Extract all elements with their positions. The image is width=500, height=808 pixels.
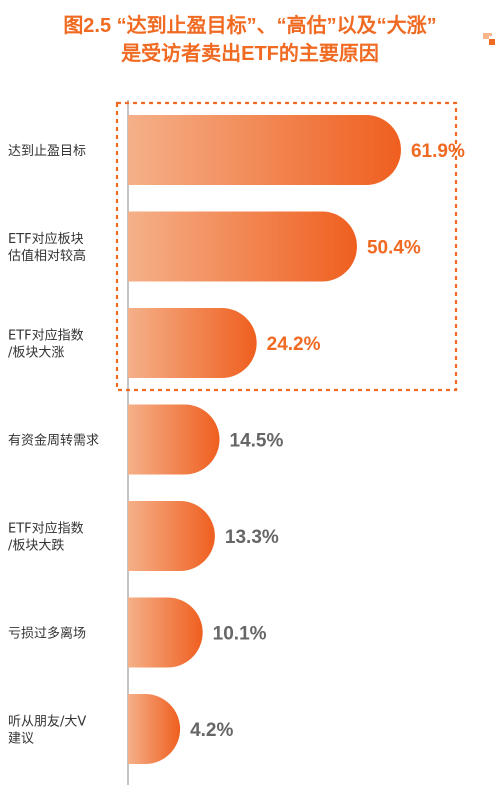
chart-title-line-2: 是受访者卖出ETF的主要原因 — [121, 43, 379, 65]
bar-4 — [128, 404, 220, 475]
category-label-1: 达到止盈目标 — [8, 144, 86, 159]
category-label-3-line-1: ETF对应指数 — [8, 328, 84, 344]
category-label-7: 听从朋友/大V 建议 — [8, 714, 86, 747]
category-label-1-line-1: 达到止盈目标 — [8, 144, 86, 159]
corner-decoration-icon — [483, 33, 495, 45]
bar-2 — [128, 211, 357, 282]
bar-1 — [128, 115, 401, 185]
category-label-5-line-2: /板块大跌 — [8, 538, 64, 554]
category-label-2-line-2: 估值相对较高 — [8, 248, 86, 264]
category-label-5-line-1: ETF对应指数 — [8, 521, 84, 537]
value-label-3: 24.2% — [267, 334, 321, 355]
bar-7 — [128, 694, 181, 764]
category-label-4-line-1: 有资金周转需求 — [8, 433, 99, 449]
category-label-6: 亏损过多离场 — [8, 626, 86, 642]
category-label-3: ETF对应指数/板块大涨 — [8, 328, 84, 361]
category-label-2-line-1: ETF对应板块 — [8, 231, 84, 247]
category-label-6-line-1: 亏损过多离场 — [8, 626, 86, 642]
value-label-2: 50.4% — [367, 238, 421, 259]
category-label-2: ETF对应板块估值相对较高 — [8, 231, 86, 264]
category-label-7-line-1: 听从朋友/大V — [8, 714, 86, 730]
value-label-4: 14.5% — [230, 431, 284, 452]
bar-5 — [128, 501, 215, 571]
category-label-3-line-2: /板块大涨 — [8, 346, 64, 361]
value-label-7: 4.2% — [190, 720, 233, 741]
bar-6 — [128, 597, 203, 668]
chart-title-line-1: 图2.5 “达到止盈目标”、“高估”以及“大涨” — [63, 15, 437, 37]
category-label-7-line-2: 建议 — [8, 732, 34, 747]
chart-title: 图2.5 “达到止盈目标”、“高估”以及“大涨” 是受访者卖出ETF的主要原因 — [0, 12, 500, 68]
category-label-5: ETF对应指数/板块大跌 — [8, 521, 84, 554]
highlight-box — [115, 101, 458, 392]
value-label-1: 61.9% — [411, 141, 465, 162]
value-label-6: 10.1% — [213, 624, 267, 645]
bar-3 — [128, 308, 257, 378]
category-label-4: 有资金周转需求 — [8, 433, 99, 449]
value-label-5: 13.3% — [225, 527, 279, 548]
